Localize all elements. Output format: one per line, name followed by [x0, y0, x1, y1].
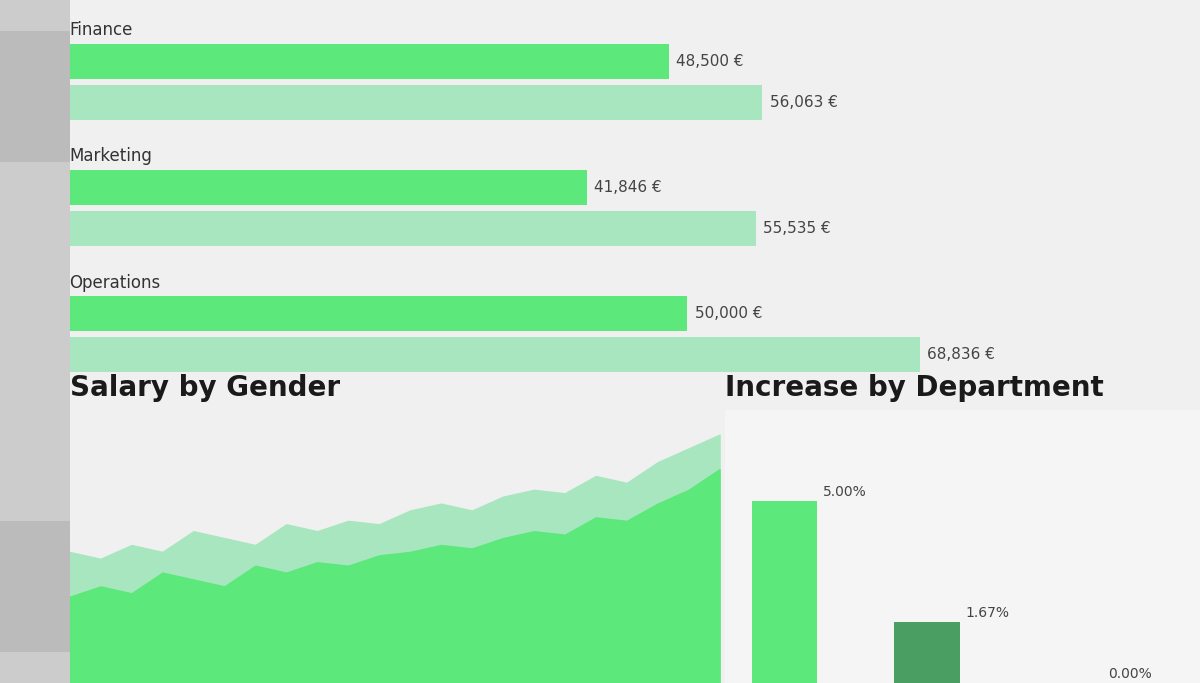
Bar	[70, 296, 688, 331]
Bar	[0, 521, 70, 652]
Text: 48,500 €: 48,500 €	[676, 54, 744, 69]
Bar	[70, 170, 587, 205]
Bar	[0, 31, 70, 162]
Bar	[70, 337, 920, 372]
Bar	[70, 44, 668, 79]
Bar	[70, 211, 756, 246]
Text: Marketing: Marketing	[70, 148, 152, 165]
Text: Operations: Operations	[70, 274, 161, 292]
Bar	[752, 501, 817, 683]
Text: 5.00%: 5.00%	[823, 485, 866, 499]
Text: 50,000 €: 50,000 €	[695, 306, 762, 321]
Text: 56,063 €: 56,063 €	[769, 95, 838, 110]
Text: 1.67%: 1.67%	[966, 607, 1009, 620]
Text: Finance: Finance	[70, 21, 133, 40]
Bar	[70, 85, 762, 120]
Text: 0.00%: 0.00%	[1108, 667, 1152, 681]
Bar	[894, 622, 960, 683]
Text: Salary by Gender: Salary by Gender	[70, 374, 340, 402]
Text: Increase by Department: Increase by Department	[725, 374, 1104, 402]
Text: 68,836 €: 68,836 €	[928, 347, 995, 362]
Text: 55,535 €: 55,535 €	[763, 221, 830, 236]
Text: 41,846 €: 41,846 €	[594, 180, 661, 195]
